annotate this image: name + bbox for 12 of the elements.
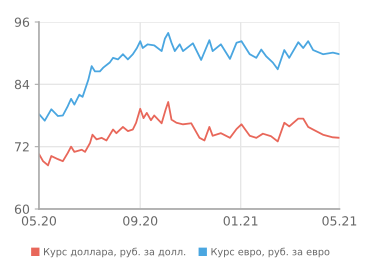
line-series xyxy=(38,32,340,122)
x-tick-label: 09.20 xyxy=(123,216,158,226)
x-tick-label: 05.20 xyxy=(22,216,56,226)
x-tick-label: 01.21 xyxy=(224,216,258,226)
x-tick-label: 05.21 xyxy=(322,216,356,226)
y-tick-label: 60 xyxy=(14,204,30,214)
y-tick-label: 84 xyxy=(14,80,30,90)
legend-label: Курс доллара, руб. за долл. xyxy=(44,248,186,258)
line-series xyxy=(38,101,340,166)
y-tick-label: 72 xyxy=(15,142,29,152)
legend-label: Курс евро, руб. за евро xyxy=(211,248,330,258)
y-tick-label: 96 xyxy=(14,17,30,27)
